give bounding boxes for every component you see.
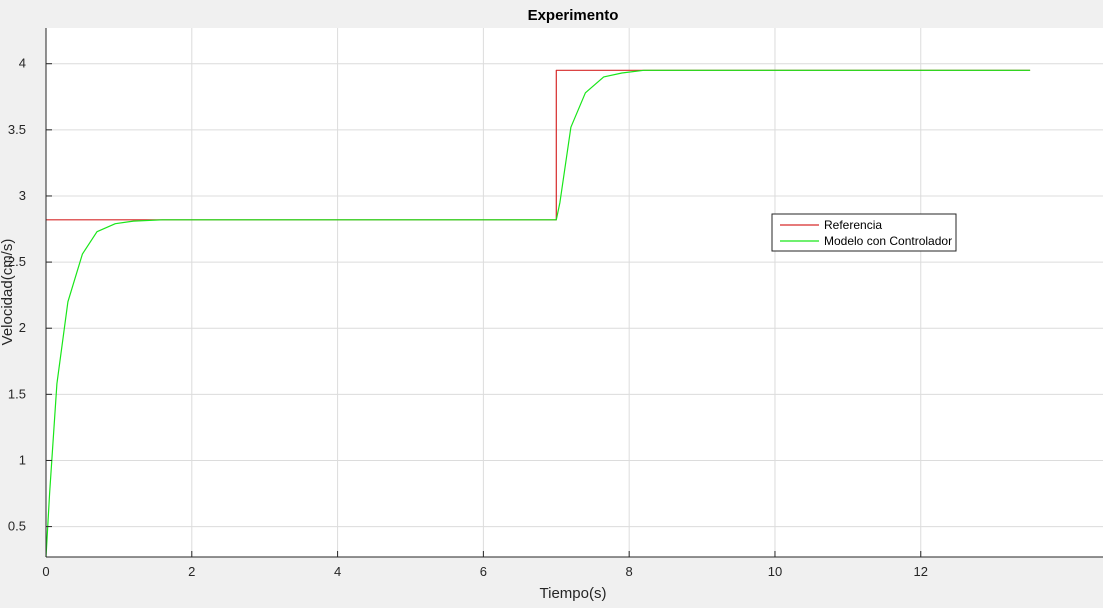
y-tick-label: 3.5 <box>8 122 26 137</box>
tick-labels: 0 2 4 6 8 10 12 0.5 1 1.5 2 2.5 3 3.5 4 <box>8 56 928 579</box>
series-layer <box>45 69 1031 558</box>
y-axis-title: Velocidad(cm/s) <box>0 239 16 346</box>
x-tick-label: 4 <box>334 564 341 579</box>
y-tick-label: 1.5 <box>8 386 26 401</box>
axes <box>45 28 1103 558</box>
grid <box>45 28 1103 557</box>
legend[interactable]: Referencia Modelo con Controlador <box>771 213 957 252</box>
x-tick-label: 0 <box>42 564 49 579</box>
x-axis-title: Tiempo(s) <box>540 585 607 602</box>
y-tick-label: 4 <box>19 56 26 71</box>
y-tick-label: 2 <box>19 320 26 335</box>
series-line-1 <box>45 69 1031 558</box>
y-tick-label: 2.5 <box>8 254 26 269</box>
chart-title: Experimento <box>528 7 619 24</box>
y-tick-label: 1 <box>19 452 26 467</box>
legend-entry-0: Referencia <box>824 218 882 232</box>
y-tick-label: 3 <box>19 188 26 203</box>
x-tick-label: 10 <box>768 564 782 579</box>
x-tick-label: 2 <box>188 564 195 579</box>
x-tick-label: 12 <box>914 564 928 579</box>
legend-box <box>771 213 957 252</box>
plot-area <box>46 28 1103 557</box>
x-tick-label: 6 <box>480 564 487 579</box>
legend-entry-1: Modelo con Controlador <box>824 234 952 248</box>
y-tick-label: 0.5 <box>8 519 26 534</box>
x-tick-label: 8 <box>626 564 633 579</box>
